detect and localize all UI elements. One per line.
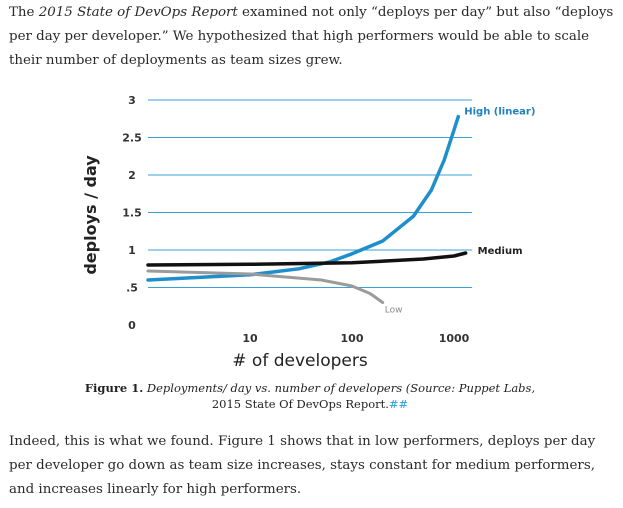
intro-text-2: examined not only “deploys per day” but … — [9, 5, 614, 68]
y-tick-label: 2 — [128, 169, 136, 182]
x-tick-label: 10 — [242, 332, 258, 345]
intro-text-1: The — [9, 5, 39, 20]
x-tick-label: 100 — [341, 332, 364, 345]
x-tick-label: 1000 — [439, 332, 470, 345]
x-axis-label: # of developers — [232, 351, 368, 371]
deploys-per-day-chart: 0 .5 1 1.5 2 2.5 3 10 100 1000 High (linear) Medi… — [81, 94, 536, 371]
caption-italic: Deployments/ day vs. number of developer… — [143, 381, 536, 395]
figure-label: Figure 1. — [84, 381, 144, 395]
report-title: 2015 State of DevOps Report — [38, 5, 238, 20]
series-label: Medium — [478, 246, 523, 257]
y-tick-label: 0 — [128, 319, 136, 332]
series-label: High (linear) — [464, 107, 535, 118]
series-line — [146, 269, 385, 304]
outro-paragraph: Indeed, this is what we found. Figure 1 … — [9, 434, 596, 497]
figure-caption: Figure 1. Deployments/ day vs. number of… — [70, 380, 550, 412]
intro-paragraph: The 2015 State of DevOps Report examined… — [9, 1, 614, 73]
series-labels: High (linear) Medium Low — [385, 107, 536, 316]
x-axis-ticks: 10 100 1000 — [242, 332, 469, 345]
y-tick-label: 1.5 — [122, 207, 142, 220]
y-tick-label: .5 — [126, 282, 138, 295]
y-tick-label: 3 — [128, 94, 136, 107]
series-line — [146, 251, 468, 267]
y-axis-label: deploys / day — [81, 155, 100, 275]
series-label: Low — [385, 306, 403, 316]
caption-anchor-link[interactable]: ## — [388, 397, 409, 411]
chart-series — [146, 114, 468, 304]
y-tick-label: 1 — [128, 244, 136, 257]
y-axis-ticks: 0 .5 1 1.5 2 2.5 3 — [122, 94, 142, 332]
caption-plain: 2015 State Of DevOps Report. — [211, 397, 389, 411]
y-tick-label: 2.5 — [122, 132, 142, 145]
series-line — [146, 114, 461, 282]
